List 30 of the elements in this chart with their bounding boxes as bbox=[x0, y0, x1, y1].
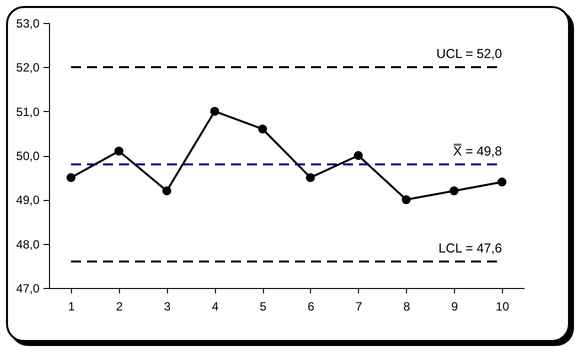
point bbox=[402, 195, 411, 204]
y-tick-label: 48,0 bbox=[16, 237, 40, 252]
y-tick-label: 53,0 bbox=[16, 16, 40, 30]
x-tick-label: 1 bbox=[68, 300, 76, 314]
point bbox=[258, 124, 268, 134]
y-tick-label: 47,0 bbox=[16, 282, 40, 296]
x-tick-label: 4 bbox=[212, 300, 219, 314]
point bbox=[354, 151, 363, 160]
ref-line-label: UCL = 52,0 bbox=[436, 46, 502, 62]
y-tick-label: 51,0 bbox=[16, 104, 40, 119]
x-tick-label: 9 bbox=[451, 300, 458, 314]
x-tick-label: 3 bbox=[164, 300, 171, 314]
point bbox=[210, 106, 220, 116]
ref-line-label: LCL = 47,6 bbox=[438, 240, 502, 256]
point bbox=[114, 146, 124, 156]
point bbox=[162, 186, 172, 196]
point bbox=[306, 173, 315, 182]
point bbox=[498, 178, 506, 186]
x-tick-label: 2 bbox=[116, 300, 124, 314]
y-tick-label: 52,0 bbox=[16, 60, 40, 75]
ref-line-label: X̿ = 49,8 bbox=[453, 143, 502, 158]
y-tick-label: 49,0 bbox=[16, 193, 40, 208]
x-tick-label: 8 bbox=[403, 300, 410, 314]
y-tick-label: 50,0 bbox=[16, 149, 40, 163]
x-tick-label: 7 bbox=[355, 300, 362, 314]
point bbox=[450, 186, 459, 196]
point bbox=[66, 173, 76, 182]
x-tick-label: 5 bbox=[260, 300, 267, 314]
x-tick-label: 10 bbox=[496, 300, 510, 314]
x-tick-label: 6 bbox=[308, 300, 315, 314]
